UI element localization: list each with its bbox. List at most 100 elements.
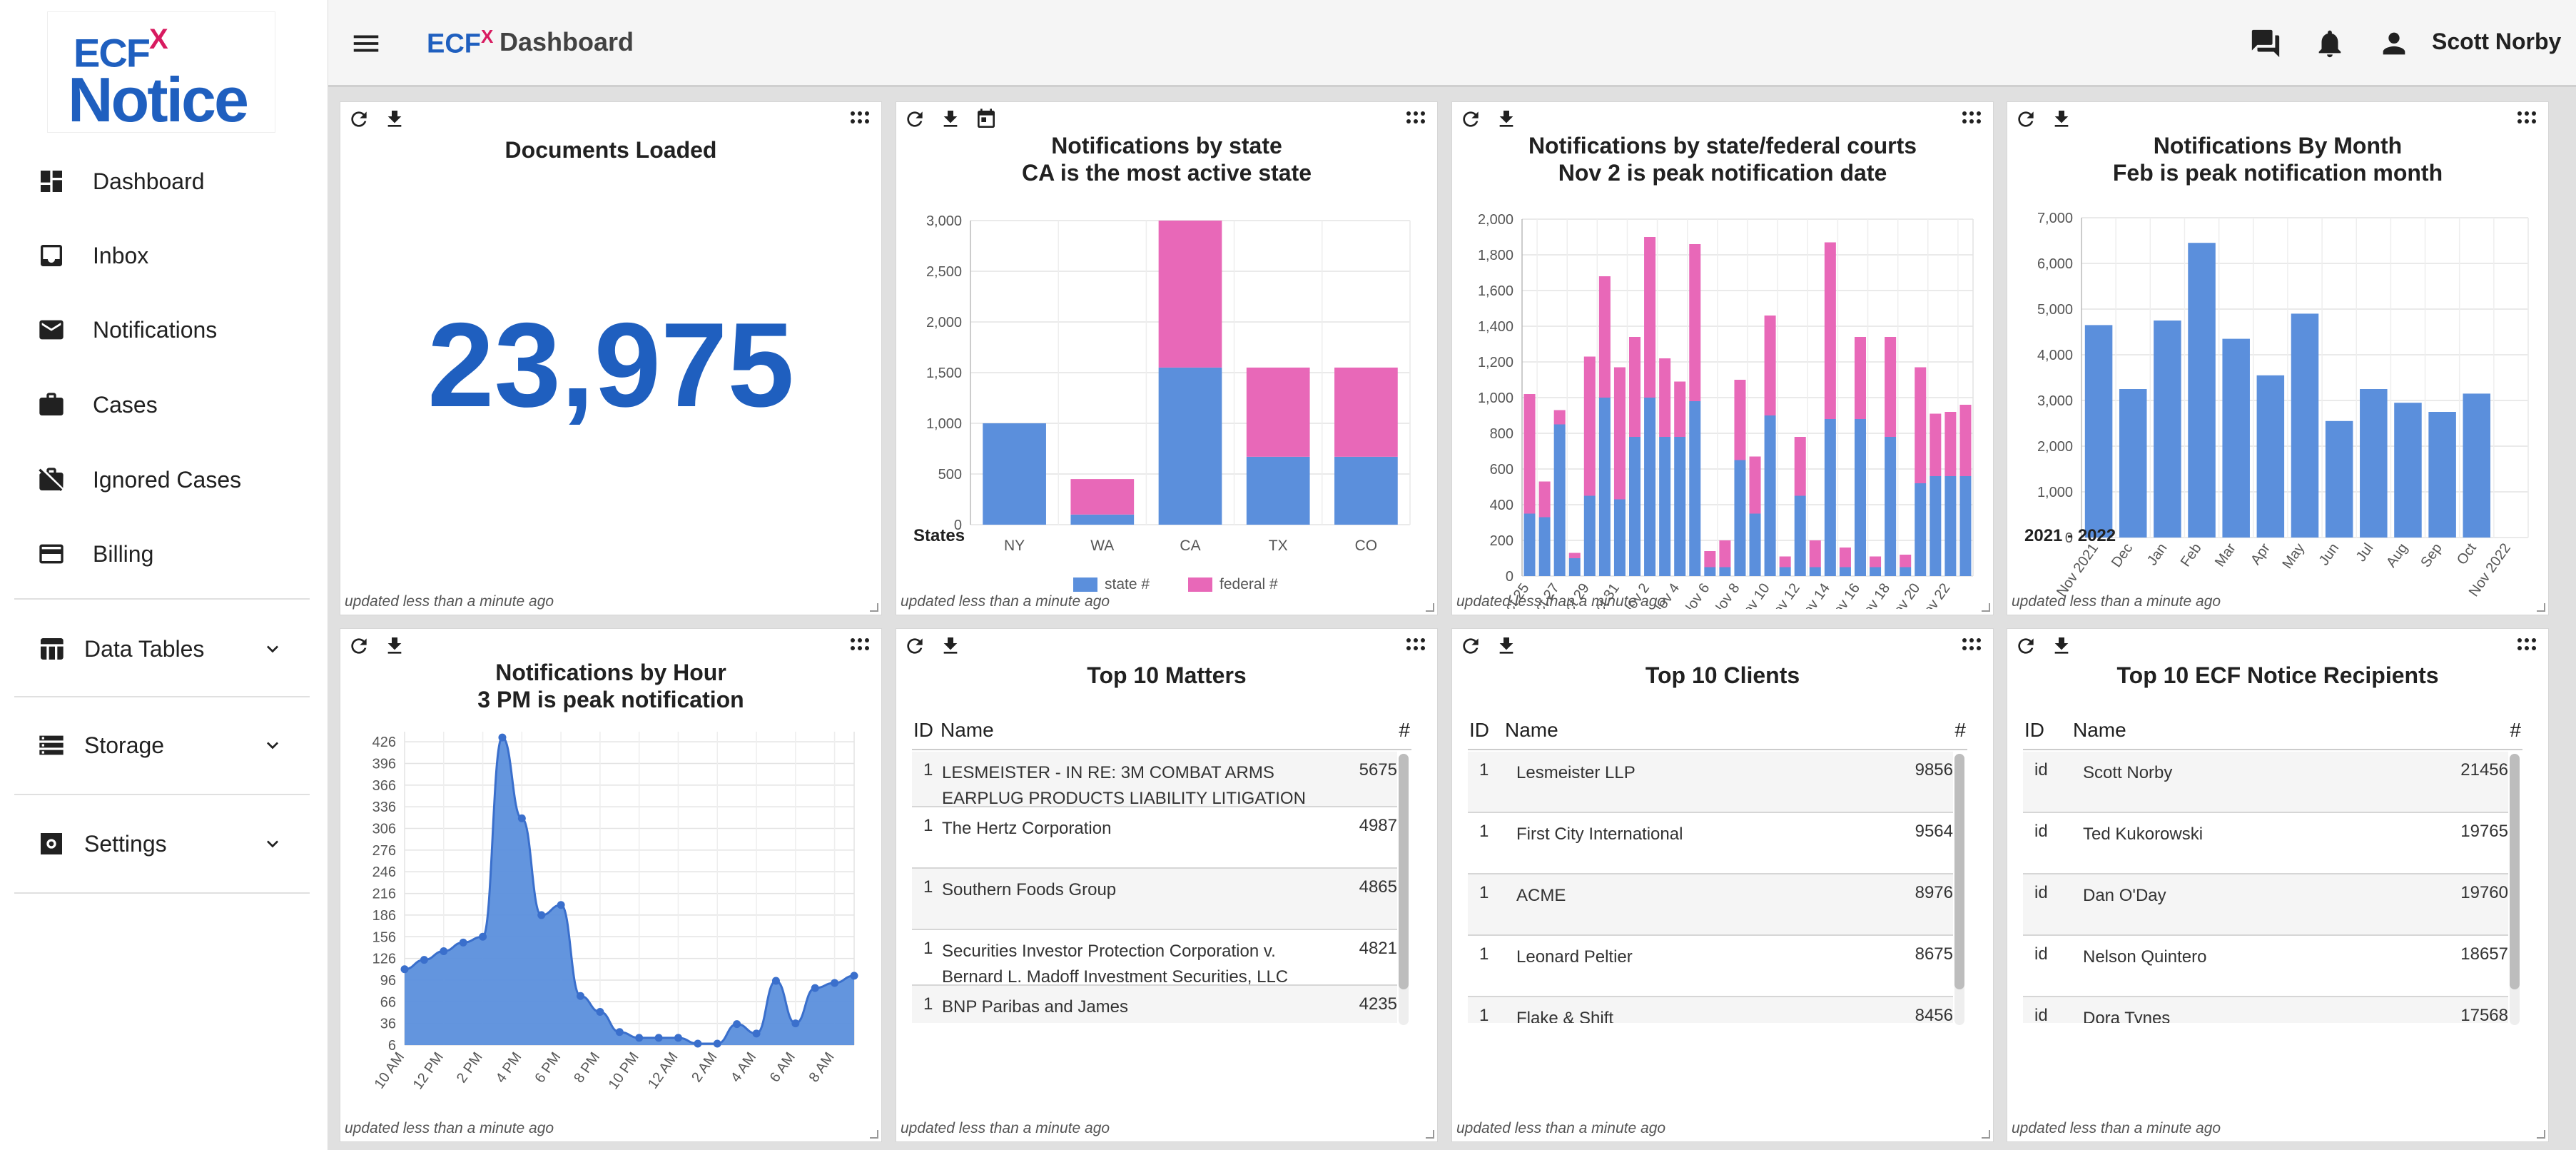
bell-icon[interactable] bbox=[2313, 27, 2346, 60]
refresh-icon[interactable] bbox=[348, 635, 370, 657]
drag-handle-icon[interactable] bbox=[2515, 109, 2538, 126]
column-header-id[interactable]: ID bbox=[1469, 719, 1489, 741]
drag-handle-icon[interactable] bbox=[848, 109, 871, 126]
data-point bbox=[440, 947, 448, 956]
column-header-id[interactable]: ID bbox=[913, 719, 933, 741]
resize-handle[interactable] bbox=[2537, 603, 2545, 612]
cell-name: Scott Norby bbox=[2083, 763, 2173, 782]
scrollbar[interactable] bbox=[1399, 754, 1409, 1025]
column-header-id[interactable]: ID bbox=[2024, 719, 2044, 741]
drag-handle-icon[interactable] bbox=[1404, 636, 1427, 653]
x-tick-label: 4 PM bbox=[493, 1049, 525, 1086]
table-row[interactable]: id Dora Tynes 17568 bbox=[2023, 997, 2508, 1023]
table-row[interactable]: id Nelson Quintero 18657 bbox=[2023, 936, 2508, 997]
sidebar-group-storage[interactable]: Storage bbox=[0, 713, 328, 777]
refresh-icon[interactable] bbox=[2014, 635, 2037, 657]
data-point bbox=[713, 1039, 721, 1048]
sidebar-item-cases[interactable]: Cases bbox=[0, 373, 328, 437]
drag-handle-icon[interactable] bbox=[1960, 636, 1983, 653]
cell-id: 1 bbox=[923, 939, 933, 958]
refresh-icon[interactable] bbox=[1459, 635, 1482, 657]
resize-handle[interactable] bbox=[870, 1130, 878, 1139]
scrollbar-thumb[interactable] bbox=[2510, 754, 2520, 989]
scrollbar[interactable] bbox=[1954, 754, 1964, 1025]
column-header-count[interactable]: # bbox=[2510, 719, 2521, 741]
column-header-count[interactable]: # bbox=[1954, 719, 1966, 741]
table-row[interactable]: 1 LESMEISTER - IN RE: 3M COMBAT ARMS EARP… bbox=[912, 752, 1397, 808]
sidebar-item-dashboard[interactable]: Dashboard bbox=[0, 149, 328, 213]
sidebar-group-settings[interactable]: Settings bbox=[0, 812, 328, 876]
table-row[interactable]: 1 BNP Paribas and James 4235 bbox=[912, 986, 1397, 1023]
scrollbar[interactable] bbox=[2510, 754, 2520, 1025]
user-icon[interactable] bbox=[2378, 27, 2410, 60]
table-row[interactable]: id Scott Norby 21456 bbox=[2023, 752, 2508, 813]
download-icon[interactable] bbox=[2050, 635, 2073, 657]
column-header-name[interactable]: Name bbox=[940, 719, 994, 741]
cell-id: 1 bbox=[1479, 822, 1489, 841]
cell-count: 4235 bbox=[1359, 994, 1397, 1014]
resize-handle[interactable] bbox=[1982, 603, 1990, 612]
bar-state bbox=[1613, 499, 1626, 576]
x-tick-label: 12 PM bbox=[410, 1049, 447, 1092]
download-icon[interactable] bbox=[1495, 635, 1518, 657]
data-point bbox=[577, 992, 585, 1000]
chat-icon[interactable] bbox=[2249, 27, 2282, 60]
table-row[interactable]: id Dan O'Day 19760 bbox=[2023, 874, 2508, 936]
table-row[interactable]: 1 Leonard Peltier 8675 bbox=[1468, 936, 1953, 997]
sidebar-group-data-tables[interactable]: Data Tables bbox=[0, 617, 328, 681]
download-icon[interactable] bbox=[939, 108, 962, 131]
y-tick-label: 3,000 bbox=[2037, 393, 2073, 409]
drag-handle-icon[interactable] bbox=[848, 636, 871, 653]
drag-handle-icon[interactable] bbox=[1404, 109, 1427, 126]
resize-handle[interactable] bbox=[1426, 603, 1434, 612]
table-row[interactable]: 1 Lesmeister LLP 9856 bbox=[1468, 752, 1953, 813]
calendar-icon[interactable] bbox=[975, 108, 998, 131]
sidebar-item-billing[interactable]: Billing bbox=[0, 522, 328, 586]
resize-handle[interactable] bbox=[2537, 1130, 2545, 1139]
drag-handle-icon[interactable] bbox=[1960, 109, 1983, 126]
download-icon[interactable] bbox=[1495, 108, 1518, 131]
table-row[interactable]: 1 The Hertz Corporation 4987 bbox=[912, 807, 1397, 869]
y-tick-label: 0 bbox=[1506, 569, 1513, 585]
cell-id: 1 bbox=[1479, 944, 1489, 964]
column-header-name[interactable]: Name bbox=[1505, 719, 1558, 741]
table-row[interactable]: 1 First City International 9564 bbox=[1468, 813, 1953, 874]
download-icon[interactable] bbox=[383, 635, 406, 657]
bar-federal bbox=[1944, 412, 1957, 476]
user-name[interactable]: Scott Norby bbox=[2432, 29, 2562, 54]
download-icon[interactable] bbox=[939, 635, 962, 657]
refresh-icon[interactable] bbox=[1459, 108, 1482, 131]
cell-id: 1 bbox=[1479, 1006, 1489, 1023]
bar-federal bbox=[1839, 548, 1851, 568]
cell-name: Ted Kukorowski bbox=[2083, 824, 2204, 844]
sidebar-item-notifications[interactable]: Notifications bbox=[0, 298, 328, 362]
sidebar-item-inbox[interactable]: Inbox bbox=[0, 223, 328, 288]
bar bbox=[2222, 338, 2250, 538]
refresh-icon[interactable] bbox=[903, 108, 926, 131]
resize-handle[interactable] bbox=[1982, 1130, 1990, 1139]
scrollbar-thumb[interactable] bbox=[1954, 754, 1964, 989]
table-row[interactable]: 1 Flake & Shift 8456 bbox=[1468, 997, 1953, 1023]
divider bbox=[14, 598, 310, 600]
download-icon[interactable] bbox=[2050, 108, 2073, 131]
scrollbar-thumb[interactable] bbox=[1399, 754, 1409, 989]
column-header-name[interactable]: Name bbox=[2073, 719, 2126, 741]
refresh-icon[interactable] bbox=[903, 635, 926, 657]
table-row[interactable]: 1 Securities Investor Protection Corporat… bbox=[912, 930, 1397, 987]
refresh-icon[interactable] bbox=[348, 108, 370, 131]
sidebar-item-ignored-cases[interactable]: Ignored Cases bbox=[0, 448, 328, 512]
table-row[interactable]: id Ted Kukorowski 19765 bbox=[2023, 813, 2508, 874]
table-row[interactable]: 1 ACME 8976 bbox=[1468, 874, 1953, 936]
refresh-icon[interactable] bbox=[2014, 108, 2037, 131]
ecf-notice-logo[interactable]: ECFX Notice bbox=[47, 11, 275, 135]
resize-handle[interactable] bbox=[870, 603, 878, 612]
table-row[interactable]: 1 Southern Foods Group 4865 bbox=[912, 869, 1397, 930]
resize-handle[interactable] bbox=[1426, 1130, 1434, 1139]
download-icon[interactable] bbox=[383, 108, 406, 131]
y-tick-label: 1,000 bbox=[1478, 390, 1513, 406]
y-tick-label: 7,000 bbox=[2037, 211, 2073, 226]
drag-handle-icon[interactable] bbox=[2515, 636, 2538, 653]
y-tick-label: 1,800 bbox=[1478, 248, 1513, 263]
column-header-count[interactable]: # bbox=[1399, 719, 1410, 741]
menu-icon[interactable] bbox=[350, 27, 382, 60]
